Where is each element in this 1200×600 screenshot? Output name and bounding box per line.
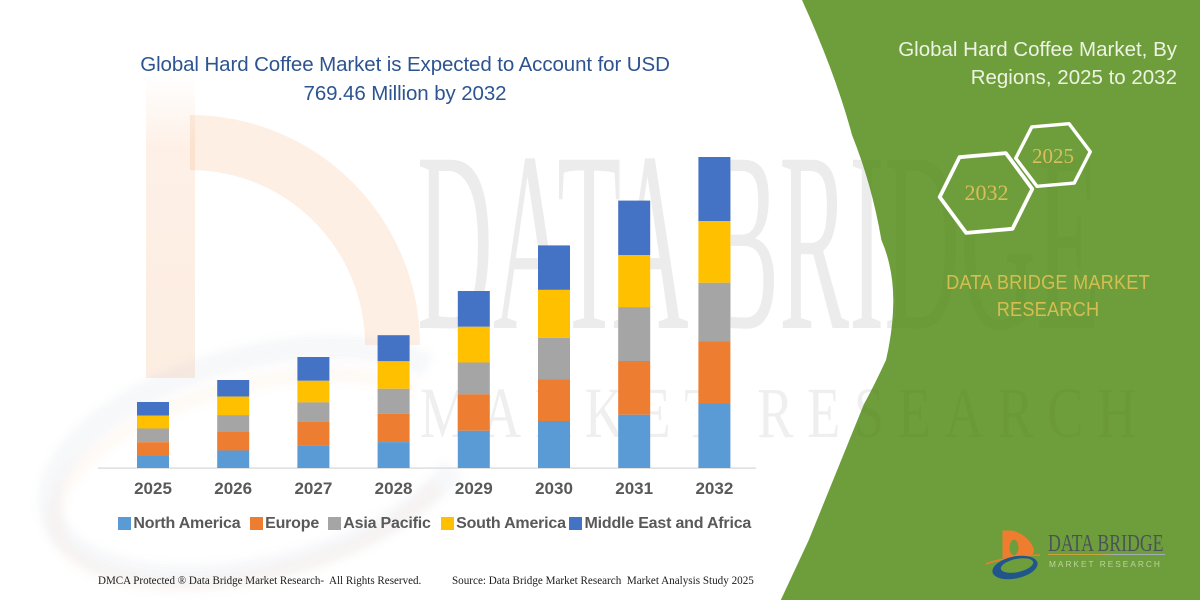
- svg-text:MARKET RESEARCH: MARKET RESEARCH: [420, 373, 1150, 453]
- svg-text:2032: 2032: [965, 180, 1009, 205]
- svg-text:DATA BRIDGE: DATA BRIDGE: [417, 99, 1100, 384]
- svg-text:2025: 2025: [1032, 144, 1074, 168]
